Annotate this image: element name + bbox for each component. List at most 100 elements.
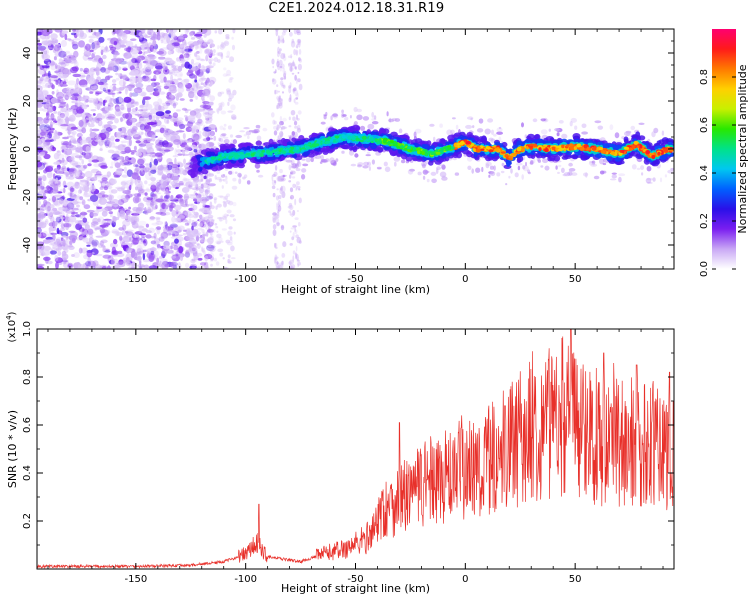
spectrogram-noise-blob xyxy=(207,52,216,57)
spectrogram-streak-blob xyxy=(279,98,283,105)
spectrogram-noise-blob xyxy=(91,128,100,132)
spectrogram-noise-blob xyxy=(113,41,118,46)
spectrogram-noise-blob xyxy=(165,79,173,87)
spectrogram-noise-blob xyxy=(78,154,83,161)
spectrogram-halo-blob xyxy=(558,120,564,124)
spectrogram-noise-blob xyxy=(199,48,203,54)
spectrogram-halo-blob xyxy=(475,167,481,173)
spectrogram-halo-blob xyxy=(614,132,620,139)
spectrogram-noise-blob xyxy=(137,220,147,226)
spectrogram-streak-blob xyxy=(296,29,301,34)
spectrogram-halo-blob xyxy=(424,170,430,174)
spectrogram-halo-blob xyxy=(350,163,357,167)
spectrogram-noise-blob xyxy=(194,220,198,225)
spectrogram-noise-blob xyxy=(110,156,114,159)
spectrogram-noise-blob xyxy=(121,242,128,246)
spectrogram-noise-blob xyxy=(111,246,116,254)
spectrogram-streak-blob xyxy=(279,187,282,191)
spectrogram-halo-blob xyxy=(581,123,587,129)
spectrogram-streak-blob xyxy=(275,29,279,37)
spectrogram-streak-blob xyxy=(287,55,293,58)
spectrogram-noise-blob xyxy=(205,213,210,216)
spectrogram-noise-blob xyxy=(131,45,139,49)
spectrogram-noise-blob xyxy=(122,235,131,243)
spectrogram-noise-blob xyxy=(99,84,109,91)
spectrogram-noise-blob xyxy=(108,211,114,215)
spectrogram-noise-blob xyxy=(197,185,203,192)
spectrogram-noise-blob xyxy=(172,203,176,207)
spectrogram-noise-blob xyxy=(105,45,108,52)
spectrogram-noise-blob xyxy=(90,212,99,217)
spectrogram-noise-blob xyxy=(170,245,173,250)
spectrogram-ridge-outer xyxy=(466,150,472,155)
spectrogram-noise-blob xyxy=(169,198,177,201)
spectrogram-noise-blob xyxy=(52,233,56,241)
spectrogram-streak-blob xyxy=(294,89,299,97)
spectrogram-streak-blob xyxy=(288,180,292,183)
spectrogram-noise-blob xyxy=(138,109,144,112)
spectrogram-noise-blob xyxy=(75,146,84,153)
spectrogram-halo-blob xyxy=(540,129,548,135)
spectrogram-noise-blob xyxy=(69,240,73,246)
spectrogram-noise-blob xyxy=(154,216,161,220)
spectrogram-noise-blob xyxy=(123,52,132,59)
spectrogram-noise-blob xyxy=(126,102,132,108)
spectrogram-noise-blob xyxy=(193,211,199,216)
spectrogram-noise-blob xyxy=(40,131,46,136)
spectrogram-halo-blob xyxy=(213,135,217,141)
spectrogram-noise-blob xyxy=(116,167,123,174)
spectrogram-halo-blob xyxy=(594,120,602,124)
spectrogram-noise-blob xyxy=(121,174,128,178)
spectrogram-noise-blob xyxy=(39,151,46,155)
spectrogram-noise-blob xyxy=(155,204,158,210)
spectrogram-halo-blob xyxy=(485,161,492,167)
spectrogram-noise-blob xyxy=(49,250,58,255)
spectrogram-noise-blob xyxy=(66,202,75,210)
spectrogram-noise-blob xyxy=(71,100,79,104)
spectrogram-noise-blob xyxy=(181,153,190,156)
spectrogram-halo-blob xyxy=(223,139,230,144)
spectrogram-noise-blob xyxy=(123,131,128,140)
spectrogram-noise-blob xyxy=(49,121,56,125)
spectrogram-halo-blob xyxy=(320,121,326,125)
spectrogram-noise-blob xyxy=(190,30,196,34)
spectrogram-noise-blob xyxy=(74,149,81,153)
spectrogram-streak-blob xyxy=(295,187,298,191)
spectrogram-noise-blob xyxy=(223,123,227,127)
spectrogram-noise-blob xyxy=(91,159,100,163)
spectrogram-halo-blob xyxy=(243,127,250,130)
spectrogram-streak-blob xyxy=(292,225,297,228)
spectrogram-halo-blob xyxy=(429,123,435,127)
spectrogram-noise-blob xyxy=(72,184,79,189)
spectrogram-noise-blob xyxy=(101,177,108,182)
spectrogram-noise-blob xyxy=(57,71,64,77)
spectrogram-noise-blob xyxy=(179,73,183,77)
spectrogram-noise-blob xyxy=(161,236,164,240)
spectrogram-noise-blob xyxy=(80,212,87,216)
spectrogram-noise-blob xyxy=(195,95,198,100)
spectrogram-halo-blob xyxy=(220,174,226,178)
spectrogram-noise-blob xyxy=(213,257,217,262)
spectrogram-noise-blob xyxy=(78,32,87,40)
spectrogram-noise-blob xyxy=(206,50,212,55)
spectrogram-halo-blob xyxy=(422,175,426,180)
spectrogram-halo-blob xyxy=(521,174,524,180)
spectrogram-halo-blob xyxy=(310,157,314,163)
spectrogram-noise-blob xyxy=(162,65,168,71)
spectrogram-noise-blob xyxy=(222,200,226,204)
spectrogram-noise-blob xyxy=(192,215,198,219)
spectrogram-noise-blob xyxy=(125,210,133,215)
spectrogram-noise-blob xyxy=(228,226,233,230)
spectrogram-noise-blob xyxy=(55,261,59,269)
spectrogram-halo-blob xyxy=(527,169,531,174)
spectrogram-noise-blob xyxy=(195,108,199,112)
spectrogram-noise-blob xyxy=(165,110,171,114)
spectrogram-noise-blob xyxy=(100,191,106,194)
spectrogram-noise-blob xyxy=(78,110,84,113)
spectrogram-noise-blob xyxy=(42,108,48,112)
spectrogram-noise-blob xyxy=(201,90,205,93)
spectrogram-halo-blob xyxy=(652,177,656,182)
spectrogram-streak-blob xyxy=(272,65,275,69)
spectrogram-ridge-outer xyxy=(255,140,262,146)
spectrogram-noise-blob xyxy=(159,208,167,214)
